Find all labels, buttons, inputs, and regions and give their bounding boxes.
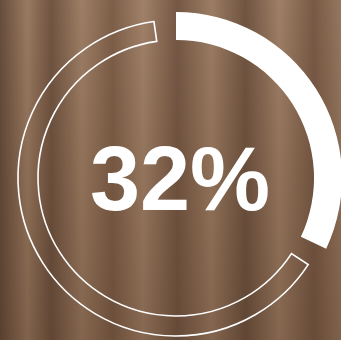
chart: 32% [0,0,341,340]
value-label: 32% [90,129,270,229]
